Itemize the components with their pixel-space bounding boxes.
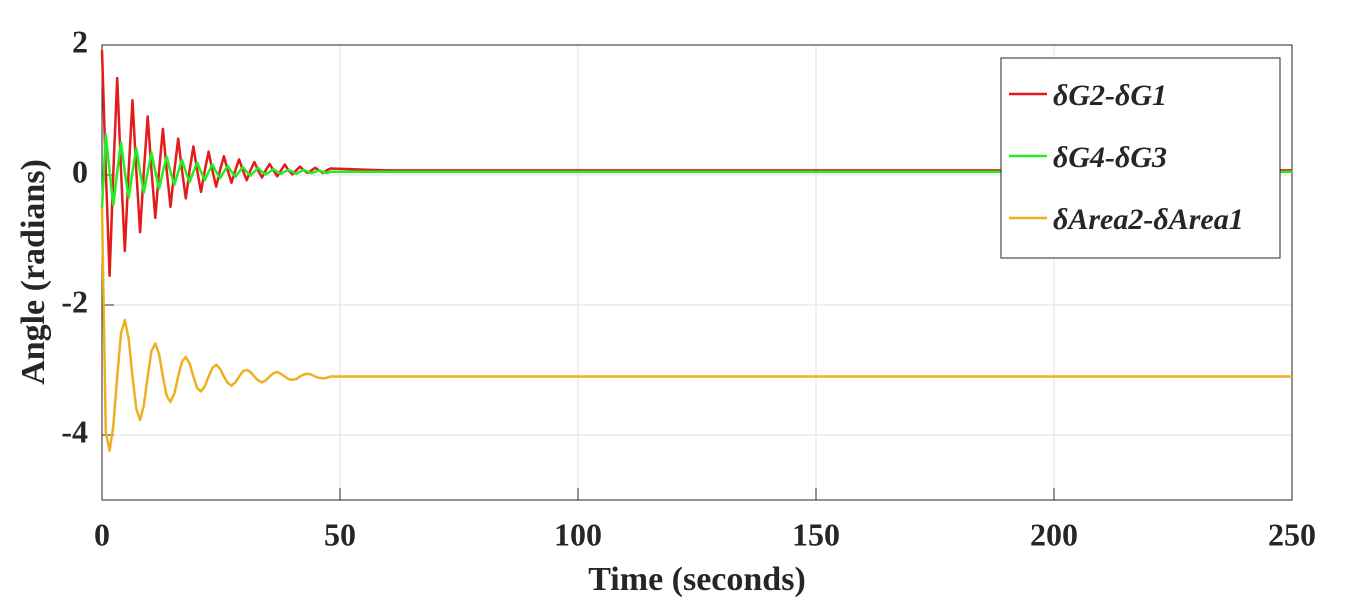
legend-label: δG4-δG3 — [1053, 141, 1167, 174]
series-line — [100, 207, 1292, 452]
x-tick-label: 250 — [1268, 516, 1316, 552]
series-line — [100, 133, 1292, 208]
x-tick-label: 50 — [324, 516, 356, 552]
series-line — [100, 50, 1292, 278]
x-axis-label: Time (seconds) — [588, 561, 806, 598]
x-tick-label: 0 — [94, 516, 110, 552]
y-tick-label: 2 — [72, 23, 88, 59]
legend-label: δArea2-δArea1 — [1053, 203, 1244, 236]
x-tick-label: 150 — [792, 516, 840, 552]
x-tick-label: 100 — [554, 516, 602, 552]
y-tick-label: -4 — [61, 413, 88, 449]
legend-box — [1000, 57, 1281, 259]
y-axis-label: Angle (radians) — [15, 159, 52, 385]
y-tick-label: 0 — [72, 153, 88, 189]
y-tick-label: -2 — [61, 283, 88, 319]
legend-label: δG2-δG1 — [1053, 79, 1167, 112]
x-tick-label: 200 — [1030, 516, 1078, 552]
